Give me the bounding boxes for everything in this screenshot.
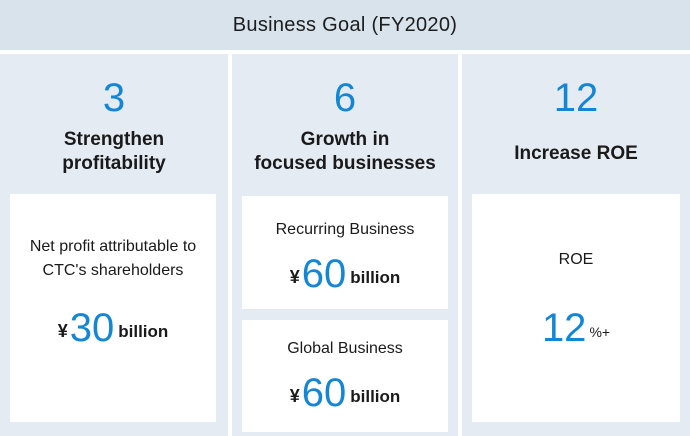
- goal-title: Strengthen profitability: [0, 128, 228, 176]
- goal-description-line: Net profit attributable to: [29, 238, 197, 255]
- page-title: Business Goal (FY2020): [232, 13, 458, 36]
- goal-number: 12: [553, 76, 599, 120]
- goal-title: Growth in focused businesses: [232, 128, 458, 176]
- goal-description-line: CTC's shareholders: [42, 262, 184, 279]
- goal-description: Global Business: [287, 340, 403, 357]
- goal-card-global: Global Business ¥60 billion: [242, 320, 448, 432]
- goal-number: 3: [102, 76, 126, 120]
- goal-value-unit: %+: [589, 324, 611, 340]
- goal-value: 12 %+: [472, 306, 680, 351]
- goal-value-number: 60: [301, 252, 347, 296]
- goal-number: 6: [333, 76, 357, 120]
- goal-description: Net profit attributable to CTC's shareho…: [10, 235, 216, 283]
- goal-title-line: profitability: [62, 153, 166, 174]
- goal-column-growth: 6 Growth in focused businesses Recurring…: [232, 54, 458, 436]
- goal-card-recurring: Recurring Business ¥60 billion: [242, 196, 448, 309]
- currency-symbol: ¥: [57, 321, 68, 341]
- goal-value: ¥60 billion: [242, 371, 448, 416]
- currency-symbol: ¥: [289, 267, 300, 287]
- goal-value-number: 12: [541, 306, 587, 350]
- goal-value-number: 30: [69, 306, 115, 350]
- goal-value-unit: billion: [350, 268, 401, 287]
- currency-symbol: ¥: [289, 386, 300, 406]
- goal-title: Increase ROE: [514, 143, 638, 164]
- goal-card: Net profit attributable to CTC's shareho…: [10, 194, 216, 422]
- header-banner: Business Goal (FY2020): [0, 0, 690, 50]
- goal-title-line: focused businesses: [254, 153, 436, 174]
- goal-value-unit: billion: [118, 322, 169, 341]
- goal-title-line: Strengthen: [63, 129, 165, 150]
- goal-value: ¥30 billion: [10, 306, 216, 351]
- goal-title-line: Growth in: [300, 129, 390, 150]
- goal-value-number: 60: [301, 371, 347, 415]
- goal-value-unit: billion: [350, 387, 401, 406]
- goal-column-profitability: 3 Strengthen profitability Net profit at…: [0, 54, 228, 436]
- goal-description: Recurring Business: [275, 221, 415, 238]
- goal-value: ¥60 billion: [242, 252, 448, 297]
- goal-column-roe: 12 Increase ROE ROE 12 %+: [462, 54, 690, 436]
- goal-card: ROE 12 %+: [472, 194, 680, 422]
- goal-description: ROE: [558, 251, 594, 268]
